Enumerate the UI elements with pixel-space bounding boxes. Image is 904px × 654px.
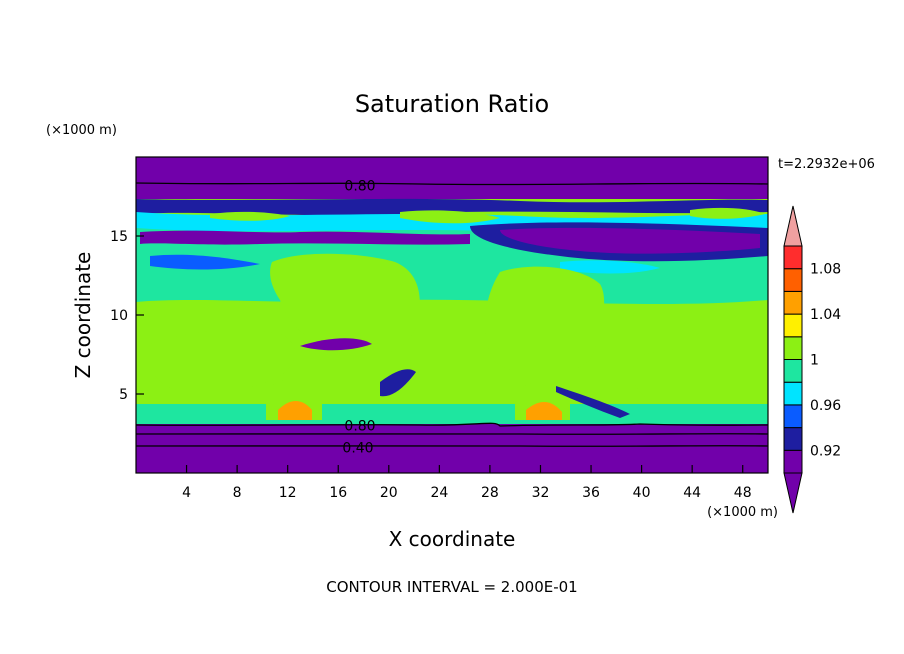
cloud-mass-2 — [484, 266, 605, 375]
contour-label: 0.80 — [344, 178, 375, 194]
x-tick-label: 12 — [279, 485, 297, 501]
colorbar-label: 0.92 — [810, 443, 841, 459]
x-tick-label: 20 — [380, 485, 398, 501]
cloud-mass-4 — [632, 347, 768, 408]
x-axis-label: X coordinate — [389, 527, 516, 551]
x-tick-label: 32 — [532, 485, 550, 501]
x-tick-label: 44 — [683, 485, 701, 501]
contour-label: 0.80 — [344, 419, 375, 435]
warm-bubble-1-inner — [278, 401, 312, 420]
colorbar-swatch — [783, 381, 803, 406]
colorbar-swatch — [783, 268, 803, 292]
colorbar-extend-high — [783, 205, 803, 247]
cloud-mass-1 — [270, 253, 420, 357]
y-unit-label: (×1000 m) — [46, 123, 117, 138]
upper-dry-blob-inner — [500, 227, 760, 254]
colorbar-swatch — [783, 427, 803, 451]
contour-label: 0.40 — [342, 441, 373, 457]
mid-cyan-patch — [560, 260, 660, 274]
colorbar-label: 1 — [810, 353, 819, 369]
colorbar-swatch — [783, 245, 803, 270]
y-tick-label: 15 — [110, 229, 128, 245]
time-label: t=2.2932e+06 — [778, 157, 875, 172]
contour-lines — [136, 182, 768, 447]
contour-interval-note: CONTOUR INTERVAL = 2.000E-01 — [326, 578, 577, 596]
y-axis-label: Z coordinate — [71, 252, 95, 379]
x-tick-label: 24 — [430, 485, 448, 501]
upper-blue-band — [136, 198, 768, 216]
x-tick-label: 48 — [734, 485, 752, 501]
contour-labels: 0.80 0.80 0.40 — [342, 178, 375, 457]
contour-080-bottom — [136, 422, 768, 427]
contour-080-top — [136, 182, 768, 186]
x-tick-label: 28 — [481, 485, 499, 501]
y-tick-label: 5 — [119, 387, 128, 403]
colorbar-swatch — [783, 449, 803, 474]
x-tick-label: 40 — [633, 485, 651, 501]
bottom-dry-layer — [136, 424, 768, 473]
contour-040 — [136, 445, 768, 447]
upper-green-patch-2 — [400, 210, 500, 224]
x-tick-label: 8 — [233, 485, 242, 501]
dry-filament-3 — [556, 386, 630, 418]
contour-080-bottom-b — [136, 433, 768, 435]
colorbar-extend-low — [783, 472, 803, 514]
mid-blue-patch-1 — [150, 254, 260, 270]
colorbar-swatch — [783, 336, 803, 360]
x-axis-ticks: 4 8 12 16 20 24 28 32 36 40 44 48 — [182, 465, 752, 501]
top-dry-layer — [136, 157, 768, 199]
colorbar-swatch — [783, 290, 803, 315]
x-tick-label: 36 — [582, 485, 600, 501]
colorbar-swatch — [783, 359, 803, 383]
x-unit-label: (×1000 m) — [707, 505, 778, 520]
colorbar-label: 1.08 — [810, 262, 841, 278]
colorbar-swatch — [783, 404, 803, 429]
colorbar-swatch — [783, 313, 803, 338]
colorbar-label: 1.04 — [810, 307, 841, 323]
x-tick-label: 16 — [329, 485, 347, 501]
colorbar-label: 0.96 — [810, 398, 841, 414]
dry-filament-1 — [300, 338, 372, 351]
warm-bubble-2-inner — [526, 401, 562, 420]
colorbar: 0.92 0.96 1 1.04 1.08 — [783, 205, 841, 514]
lower-green-band — [136, 404, 768, 424]
x-tick-label: 4 — [182, 485, 191, 501]
dry-filament-2 — [380, 369, 416, 397]
y-tick-label: 10 — [110, 308, 128, 324]
upper-green-patch-1 — [210, 211, 290, 221]
upper-green-patch-3 — [690, 207, 765, 219]
cloud-mass-3 — [148, 329, 295, 393]
upper-dry-streak — [140, 230, 470, 245]
contour-field — [136, 157, 768, 473]
chart-title: Saturation Ratio — [355, 90, 549, 118]
y-axis-ticks: 5 10 15 — [110, 229, 144, 403]
